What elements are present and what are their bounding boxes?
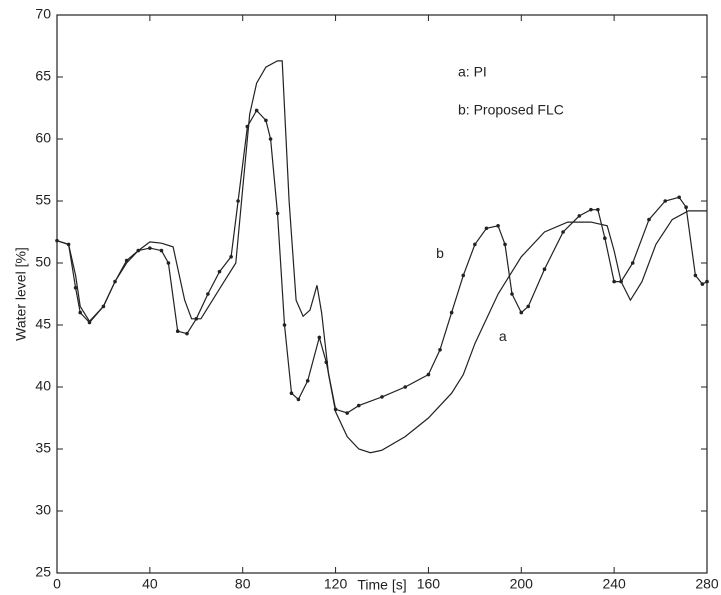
series-marker <box>282 323 287 327</box>
series-marker <box>677 195 681 200</box>
y-tick-label: 35 <box>35 440 51 456</box>
series-marker <box>630 261 635 265</box>
series-marker <box>268 137 273 141</box>
series-marker <box>700 282 705 286</box>
series-marker <box>561 230 565 234</box>
series-marker <box>526 304 531 309</box>
series-marker <box>275 211 280 216</box>
series-marker <box>245 124 250 129</box>
y-tick-label: 65 <box>35 68 51 84</box>
series-marker <box>217 269 222 274</box>
series-line <box>56 109 708 414</box>
y-tick-label: 30 <box>35 502 51 518</box>
series-marker <box>684 205 688 209</box>
y-tick-label: 25 <box>35 564 51 580</box>
series-marker <box>438 348 442 352</box>
y-tick-label: 45 <box>35 316 51 332</box>
series-marker <box>148 246 152 250</box>
y-tick-label: 55 <box>35 192 51 208</box>
series-line <box>56 60 707 454</box>
y-tick-label: 40 <box>35 378 51 394</box>
series-marker <box>380 395 384 399</box>
x-tick-label: 200 <box>510 576 534 592</box>
y-tick-label: 70 <box>35 6 51 22</box>
series-marker <box>612 279 616 284</box>
series-marker <box>705 279 709 284</box>
annotation: b <box>436 245 444 261</box>
series-marker <box>496 224 500 228</box>
y-axis-label: Water level [%] <box>13 247 29 341</box>
x-tick-label: 280 <box>695 576 719 592</box>
series-marker <box>159 248 164 253</box>
series-marker <box>66 242 71 247</box>
x-tick-label: 80 <box>235 576 251 592</box>
legend-label: b: Proposed FLC <box>458 102 564 118</box>
series-marker <box>55 238 59 243</box>
x-tick-label: 40 <box>142 576 158 592</box>
series-marker <box>449 310 454 315</box>
x-tick-label: 0 <box>53 576 61 592</box>
series-marker <box>403 385 408 389</box>
x-tick-label: 160 <box>417 576 441 592</box>
series-marker <box>124 258 129 263</box>
series-marker <box>519 310 524 315</box>
series-marker <box>206 292 210 296</box>
y-tick-label: 50 <box>35 254 51 270</box>
series-marker <box>175 329 180 334</box>
series-marker <box>317 335 322 340</box>
legend-label: a: PI <box>458 64 487 80</box>
series-marker <box>296 397 301 402</box>
series-marker <box>87 320 92 325</box>
series-marker <box>647 217 651 222</box>
x-tick-label: 240 <box>602 576 626 592</box>
series-marker <box>324 360 329 365</box>
series-marker <box>305 379 310 383</box>
series-marker <box>236 199 240 203</box>
series-marker <box>663 199 668 203</box>
series-marker <box>264 118 268 123</box>
series-marker <box>229 254 233 259</box>
series-marker <box>254 108 259 113</box>
series-marker <box>73 286 78 290</box>
plot-frame <box>56 14 708 574</box>
series-marker <box>510 292 514 296</box>
series-marker <box>78 310 83 315</box>
series-marker <box>484 226 489 231</box>
series-marker <box>289 391 294 396</box>
series-marker <box>101 304 106 309</box>
series-marker <box>113 279 117 284</box>
series-marker <box>194 317 199 321</box>
series-marker <box>461 273 466 278</box>
series-marker <box>426 372 431 377</box>
series-marker <box>503 242 507 247</box>
series-marker <box>577 214 582 218</box>
y-tick-label: 60 <box>35 130 51 146</box>
series-marker <box>356 403 361 408</box>
series-marker <box>166 261 171 265</box>
series-marker <box>596 207 600 212</box>
series-marker <box>136 248 141 253</box>
series-marker <box>693 273 698 278</box>
x-axis-label: Time [s] <box>357 577 406 593</box>
series-marker <box>185 331 189 336</box>
series-marker <box>473 242 477 247</box>
series-marker <box>345 411 349 415</box>
series-marker <box>589 207 593 212</box>
annotation: a <box>499 328 507 344</box>
series-marker <box>333 407 338 412</box>
series-marker <box>603 236 607 240</box>
series-marker <box>619 279 623 284</box>
series-marker <box>542 267 547 272</box>
x-tick-label: 120 <box>324 576 348 592</box>
